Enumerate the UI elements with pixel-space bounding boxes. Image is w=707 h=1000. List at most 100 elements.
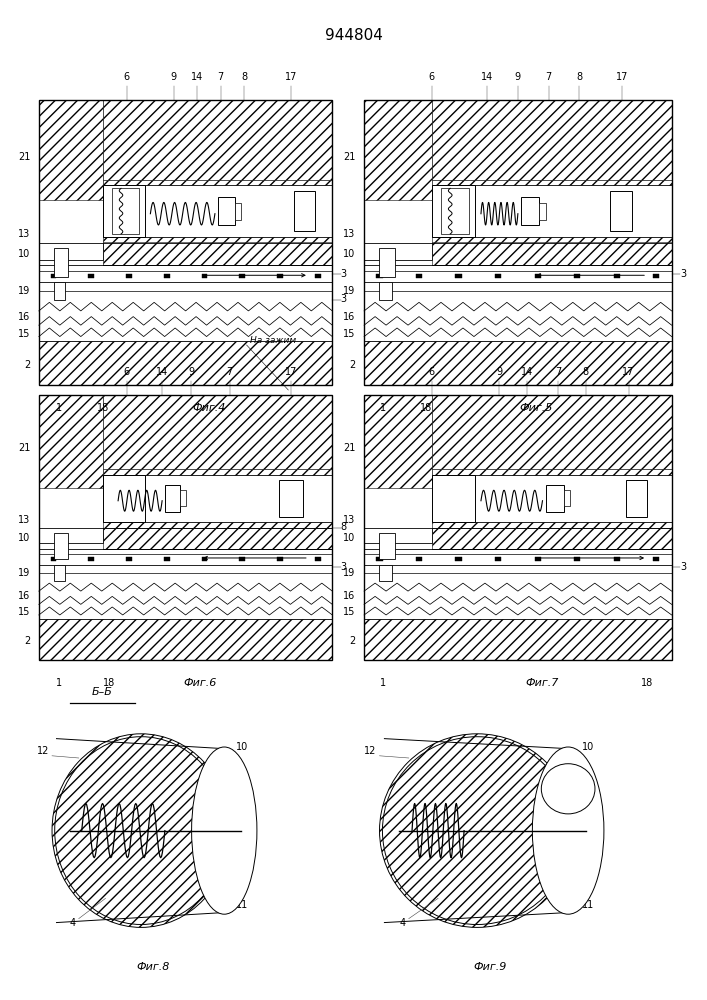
Text: 3: 3 [341, 562, 347, 572]
Bar [626, 480, 647, 517]
Bar [112, 188, 139, 234]
Bar [103, 242, 332, 265]
Bar [432, 469, 672, 527]
Text: 18: 18 [419, 403, 432, 413]
Text: 11: 11 [582, 900, 594, 910]
Bar [39, 395, 332, 660]
Bar [432, 475, 672, 522]
Bar [364, 242, 432, 260]
Bar [39, 100, 332, 385]
Text: 3: 3 [341, 269, 347, 279]
Bar [432, 395, 672, 469]
Bar [218, 197, 235, 225]
Text: 10: 10 [582, 742, 594, 752]
Text: 2: 2 [349, 360, 356, 370]
Ellipse shape [192, 747, 257, 914]
Bar [39, 549, 332, 565]
Bar [534, 557, 541, 561]
Bar [201, 274, 207, 278]
Text: 3: 3 [341, 294, 347, 304]
Bar [574, 274, 580, 278]
Bar [380, 282, 392, 300]
Bar [103, 180, 332, 242]
Text: 8: 8 [583, 367, 589, 377]
Text: 8: 8 [576, 72, 583, 82]
Text: 1: 1 [57, 403, 62, 413]
Bar [546, 485, 564, 512]
Bar [235, 203, 241, 220]
Bar [364, 341, 672, 385]
Bar [39, 527, 103, 543]
Bar [564, 490, 570, 506]
Bar [54, 282, 65, 300]
Bar [653, 557, 660, 561]
Text: 6: 6 [124, 72, 130, 82]
Bar [610, 191, 631, 231]
Text: 7: 7 [555, 367, 561, 377]
Bar [495, 274, 501, 278]
Text: 10: 10 [18, 249, 30, 259]
Text: 13: 13 [344, 229, 356, 239]
Bar [432, 100, 672, 180]
Bar [364, 395, 432, 488]
Bar [380, 565, 392, 580]
Text: 10: 10 [344, 249, 356, 259]
Text: 19: 19 [18, 286, 30, 296]
Text: 6: 6 [428, 72, 435, 82]
Text: 9: 9 [171, 72, 177, 82]
Bar [54, 565, 65, 580]
Text: 7: 7 [546, 72, 551, 82]
Text: 9: 9 [496, 367, 503, 377]
Text: 21: 21 [343, 152, 356, 162]
Bar [277, 557, 283, 561]
Text: 11: 11 [236, 900, 248, 910]
Text: 2: 2 [24, 636, 30, 646]
Bar [239, 557, 245, 561]
Text: 2: 2 [349, 636, 356, 646]
Bar [39, 242, 103, 260]
Text: 19: 19 [18, 568, 30, 578]
Bar [54, 248, 69, 277]
Text: 19: 19 [344, 286, 356, 296]
Bar [164, 274, 170, 278]
Text: 14: 14 [481, 72, 493, 82]
Text: 15: 15 [18, 329, 30, 339]
Text: 10: 10 [344, 533, 356, 543]
Bar [521, 197, 539, 225]
Text: 13: 13 [18, 515, 30, 525]
Bar [364, 549, 672, 565]
Bar [39, 265, 332, 282]
Text: 10: 10 [236, 742, 248, 752]
Bar [201, 557, 207, 561]
Text: 15: 15 [343, 607, 356, 617]
Text: 18: 18 [641, 678, 653, 688]
Text: 21: 21 [18, 443, 30, 453]
Bar [103, 186, 332, 237]
Bar [441, 188, 469, 234]
Bar [277, 274, 283, 278]
Bar [534, 274, 541, 278]
Text: 16: 16 [344, 312, 356, 322]
Bar [103, 475, 332, 522]
Bar [103, 528, 332, 549]
Text: 15: 15 [18, 607, 30, 617]
Bar [103, 186, 144, 237]
Bar [432, 180, 672, 242]
Text: 14: 14 [191, 72, 204, 82]
Bar [126, 274, 132, 278]
Bar [103, 100, 332, 180]
Text: 9: 9 [188, 367, 194, 377]
Text: 9: 9 [515, 72, 521, 82]
Bar [39, 100, 103, 200]
Bar [88, 274, 94, 278]
Text: Фиг.8: Фиг.8 [136, 962, 170, 972]
Bar [51, 557, 57, 561]
Text: 10: 10 [18, 533, 30, 543]
Bar [294, 191, 315, 231]
Text: 1: 1 [57, 678, 62, 688]
Text: 1: 1 [380, 403, 385, 413]
Bar [364, 395, 672, 660]
Bar [364, 265, 672, 282]
Bar [315, 274, 320, 278]
Text: 18: 18 [98, 403, 110, 413]
